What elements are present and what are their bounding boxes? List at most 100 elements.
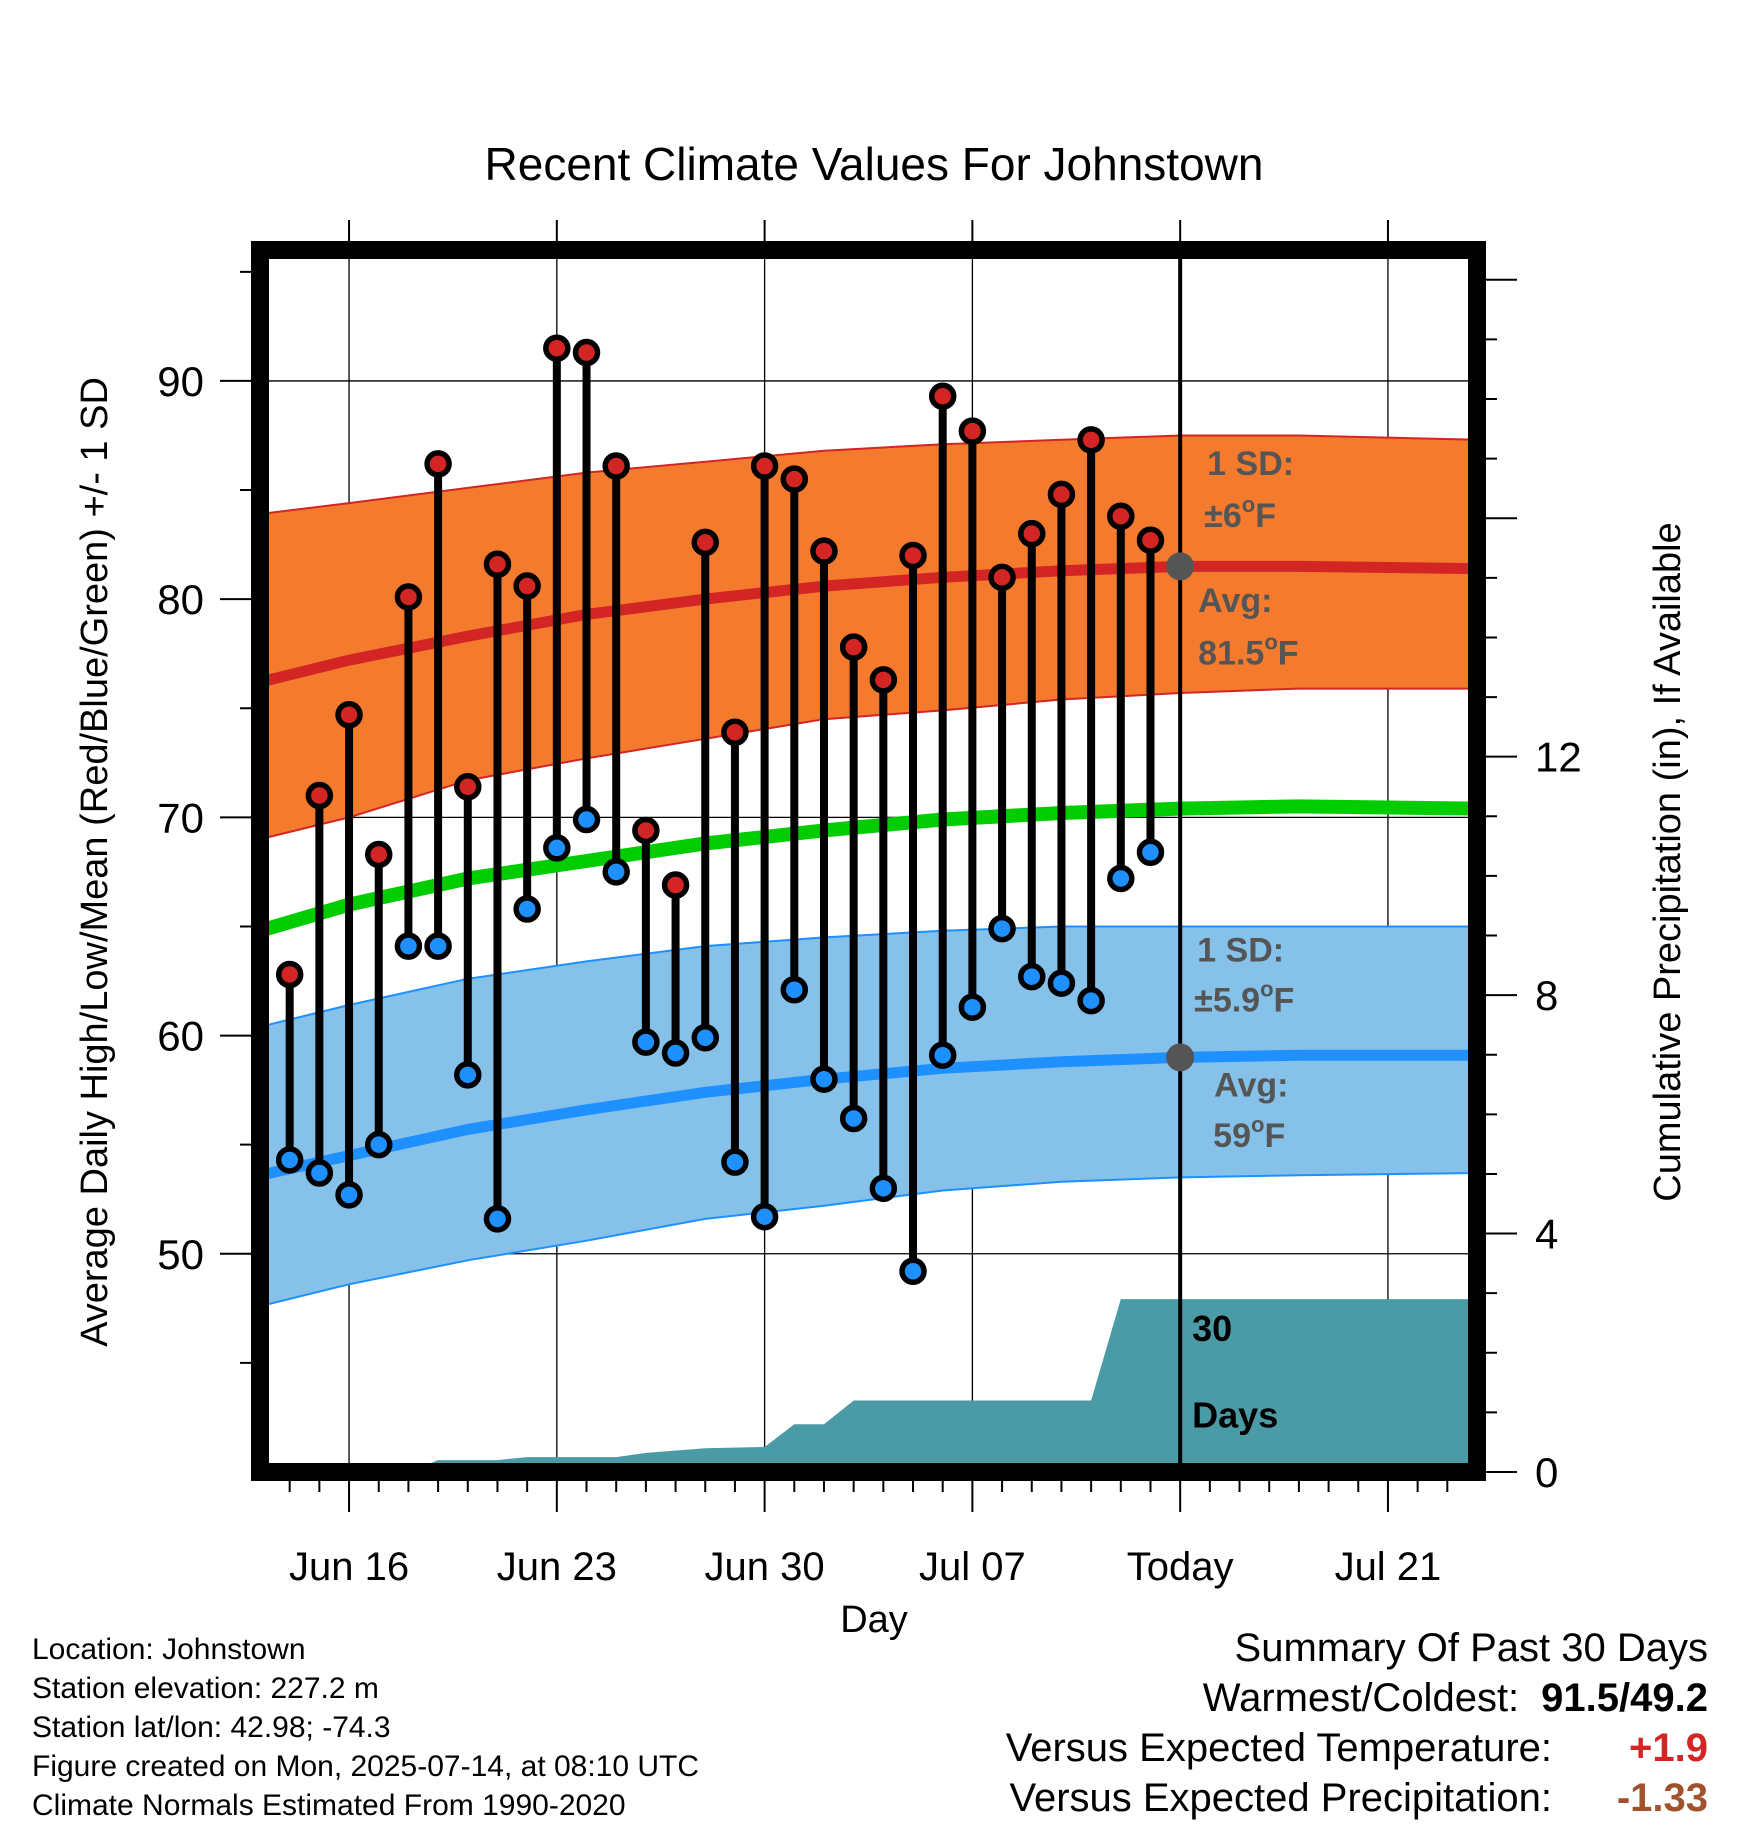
location-text: Location: Johnstown	[32, 1633, 306, 1666]
daily-low-point	[839, 1104, 868, 1133]
axes: 50 60 70 80 90 0 4 8 12 Jun 16 Jun 23 Jun 30 Jul 07 T…	[157, 220, 1582, 1589]
x-tick-label: Jun 30	[705, 1545, 825, 1589]
low-sd-label: 1 SD:	[1197, 931, 1284, 969]
daily-high-point	[275, 960, 304, 989]
daily-high-point	[543, 334, 571, 362]
y-tick-label: 70	[157, 794, 204, 841]
daily-high-point	[958, 417, 987, 445]
daily-high-point	[899, 541, 927, 570]
daily-low-point	[632, 1028, 660, 1056]
daily-low-point	[661, 1039, 690, 1067]
normal-bands	[260, 434, 1477, 1308]
daily-low-point	[602, 858, 630, 886]
y2-tick-label: 8	[1535, 972, 1558, 1019]
daily-points	[275, 334, 1165, 1285]
daily-low-point	[721, 1148, 749, 1176]
low-sd-band	[260, 925, 1477, 1308]
elevation-text: Station elevation: 227.2 m	[32, 1672, 379, 1705]
daily-high-point	[810, 537, 838, 565]
temp-label: Versus Expected Temperature:	[1005, 1726, 1552, 1770]
summary-precip-row: Versus Expected Precipitation: -1.33	[1006, 1773, 1708, 1823]
daily-low-point	[810, 1065, 838, 1093]
daily-low-point	[1136, 838, 1165, 867]
y-tick-label: 60	[157, 1013, 204, 1060]
warmest-label: Warmest/Coldest:	[1202, 1676, 1520, 1720]
daily-high-point	[928, 382, 957, 410]
summary-warmest-row: Warmest/Coldest: 91.5/49.2	[1006, 1673, 1708, 1723]
daily-high-point	[1107, 502, 1135, 530]
grid-lines	[260, 250, 1477, 1472]
warmest-value: 91.5/49.2	[1541, 1676, 1708, 1720]
daily-low-point	[572, 805, 601, 834]
daily-high-point	[335, 701, 363, 729]
daily-high-point	[632, 816, 660, 845]
daily-high-point	[839, 633, 868, 661]
daily-high-point	[988, 563, 1016, 592]
x-tick-label: Jul 21	[1335, 1545, 1442, 1589]
daily-high-point	[454, 773, 482, 801]
y2-tick-label: 0	[1535, 1449, 1558, 1496]
daily-low-point	[364, 1130, 393, 1159]
daily-high-point	[424, 450, 452, 478]
daily-low-point	[483, 1205, 512, 1233]
expected-value-marker	[1166, 1043, 1195, 1072]
y2-axis-label: Cumulative Precipitation (in), If Availa…	[1647, 522, 1689, 1201]
daily-low-point	[543, 834, 571, 862]
precipitation-area	[260, 1299, 1477, 1472]
daily-low-point	[454, 1061, 482, 1089]
daily-low-point	[691, 1024, 719, 1052]
daily-low-point	[394, 932, 423, 960]
daily-high-point	[750, 452, 779, 480]
station-info: Location: Johnstown Station elevation: 2…	[32, 1630, 699, 1825]
daily-low-point	[780, 975, 809, 1004]
chart-title: Recent Climate Values For Johnstown	[485, 138, 1264, 190]
daily-high-point	[305, 781, 334, 810]
x-tick-label: Jun 16	[289, 1545, 409, 1589]
daily-low-point	[513, 895, 541, 923]
daily-low-point	[988, 914, 1016, 943]
daily-high-point	[721, 718, 749, 747]
days-label-text: Days	[1192, 1394, 1278, 1435]
precip-value: -1.33	[1616, 1776, 1708, 1820]
daily-low-point	[1077, 986, 1105, 1015]
daily-high-point	[572, 338, 601, 367]
low-avg-value: 59oF	[1213, 1112, 1285, 1155]
low-avg-label: Avg:	[1214, 1067, 1288, 1105]
x-tick-label: Today	[1127, 1545, 1234, 1589]
plot-frame	[251, 241, 1486, 1481]
y2-tick-label: 4	[1535, 1211, 1558, 1258]
daily-low-point	[1047, 969, 1076, 997]
summary-panel: Summary Of Past 30 Days Warmest/Coldest:…	[1006, 1623, 1708, 1823]
daily-low-point	[869, 1174, 898, 1203]
daily-high-point	[1077, 426, 1105, 454]
mean-line	[260, 799, 1477, 938]
x-tick-label: Jun 23	[497, 1545, 617, 1589]
daily-high-point	[513, 572, 541, 600]
high-avg-label: Avg:	[1198, 582, 1272, 620]
daily-high-point	[364, 840, 393, 869]
daily-high-point	[602, 452, 630, 480]
created-text: Figure created on Mon, 2025-07-14, at 08…	[32, 1750, 700, 1783]
y-tick-label: 90	[157, 358, 204, 405]
temp-value: +1.9	[1629, 1726, 1708, 1770]
precip-label: Versus Expected Precipitation:	[1009, 1776, 1552, 1820]
daily-low-point	[928, 1041, 957, 1069]
y-tick-label: 50	[157, 1231, 204, 1278]
daily-high-point	[869, 666, 898, 694]
x-tick-label: Jul 07	[919, 1545, 1026, 1589]
daily-high-point	[661, 871, 690, 899]
summary-title: Summary Of Past 30 Days	[1234, 1626, 1708, 1670]
expected-value-marker	[1166, 552, 1195, 581]
daily-high-point	[394, 583, 423, 611]
y-axis-label: Average Daily High/Low/Mean (Red/Blue/Gr…	[74, 377, 116, 1347]
normals-text: Climate Normals Estimated From 1990-2020	[32, 1789, 626, 1822]
y2-tick-label: 12	[1535, 734, 1582, 781]
daily-low-point	[305, 1159, 334, 1187]
daily-high-point	[780, 465, 809, 493]
summary-temp-row: Versus Expected Temperature: +1.9	[1006, 1723, 1708, 1773]
daily-low-point	[1107, 864, 1135, 893]
daily-low-point	[899, 1257, 927, 1285]
daily-low-point	[1018, 962, 1046, 991]
daily-high-point	[1047, 480, 1076, 509]
